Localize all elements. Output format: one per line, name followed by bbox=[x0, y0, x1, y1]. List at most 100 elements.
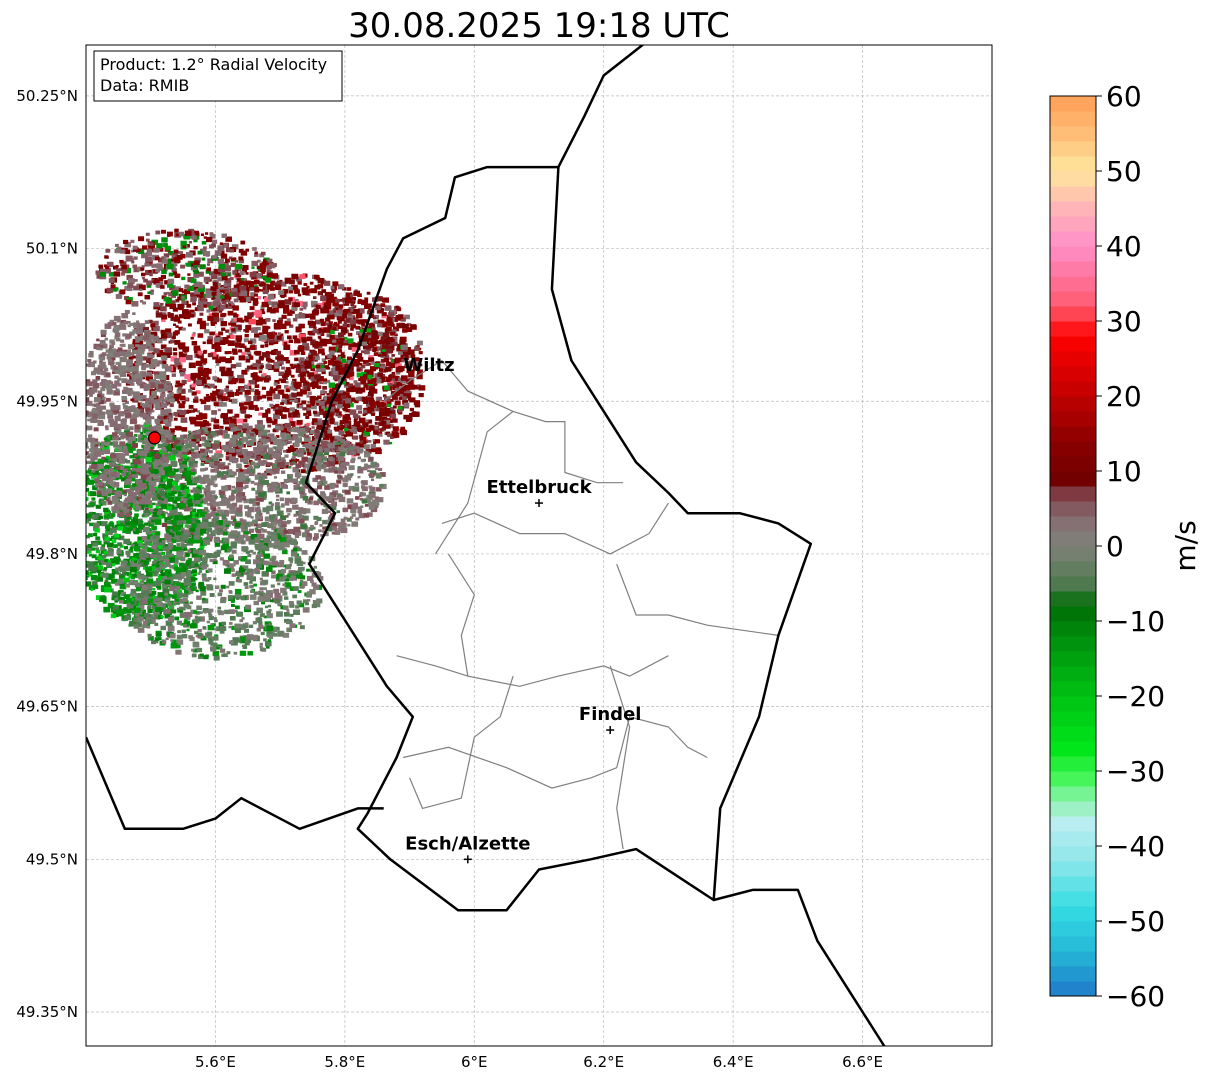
echo-pixel bbox=[249, 306, 255, 311]
echo-pixel bbox=[340, 444, 346, 449]
echo-pixel bbox=[291, 306, 298, 312]
echo-pixel bbox=[179, 590, 183, 594]
echo-pixel bbox=[321, 352, 326, 356]
echo-pixel bbox=[280, 414, 287, 419]
echo-pixel bbox=[307, 391, 312, 395]
echo-pixel bbox=[227, 350, 232, 355]
echo-pixel bbox=[282, 632, 290, 638]
echo-pixel bbox=[199, 448, 206, 453]
echo-pixel bbox=[238, 476, 245, 482]
echo-pixel bbox=[215, 468, 219, 472]
echo-pixel bbox=[82, 571, 85, 574]
echo-pixel bbox=[124, 614, 132, 621]
echo-pixel bbox=[364, 297, 369, 301]
echo-pixel bbox=[122, 571, 127, 576]
echo-pixel bbox=[391, 384, 396, 388]
echo-pixel bbox=[192, 642, 200, 648]
echo-pixel bbox=[100, 549, 107, 554]
echo-pixel bbox=[275, 350, 281, 356]
echo-pixel bbox=[236, 498, 242, 503]
echo-pixel bbox=[272, 420, 278, 425]
echo-pixel bbox=[310, 288, 318, 294]
echo-pixel bbox=[130, 463, 135, 467]
echo-pixel bbox=[331, 390, 336, 394]
echo-pixel bbox=[77, 493, 81, 497]
echo-pixel bbox=[382, 344, 389, 350]
echo-pixel bbox=[231, 471, 237, 476]
echo-pixel bbox=[225, 303, 233, 309]
echo-pixel bbox=[208, 608, 214, 613]
echo-pixel bbox=[229, 437, 237, 444]
echo-pixel bbox=[258, 332, 263, 335]
echo-pixel bbox=[153, 572, 158, 577]
echo-pixel bbox=[132, 516, 136, 520]
echo-pixel bbox=[190, 471, 196, 476]
echo-pixel bbox=[339, 422, 344, 426]
echo-pixel bbox=[181, 400, 186, 405]
echo-pixel bbox=[288, 297, 293, 301]
echo-pixel bbox=[90, 575, 98, 581]
echo-pixel bbox=[317, 278, 325, 284]
echo-pixel bbox=[258, 621, 263, 625]
echo-pixel bbox=[128, 548, 134, 553]
echo-pixel bbox=[116, 487, 123, 493]
echo-pixel bbox=[120, 591, 127, 596]
echo-pixel bbox=[142, 526, 150, 533]
echo-pixel bbox=[253, 446, 259, 452]
echo-pixel bbox=[242, 458, 249, 464]
echo-pixel bbox=[197, 367, 204, 372]
echo-pixel bbox=[189, 463, 195, 469]
echo-pixel bbox=[336, 458, 340, 462]
echo-pixel bbox=[285, 399, 293, 405]
echo-pixel bbox=[281, 314, 287, 319]
echo-pixel bbox=[105, 481, 110, 485]
echo-pixel bbox=[101, 521, 108, 527]
echo-pixel bbox=[180, 543, 187, 549]
echo-pixel bbox=[387, 322, 394, 327]
echo-pixel bbox=[177, 382, 183, 388]
echo-pixel bbox=[270, 469, 276, 475]
echo-pixel bbox=[74, 534, 78, 537]
echo-pixel bbox=[318, 529, 322, 533]
echo-pixel bbox=[362, 421, 369, 428]
echo-pixel bbox=[414, 361, 421, 367]
echo-pixel bbox=[271, 359, 275, 363]
echo-pixel bbox=[350, 460, 355, 464]
echo-pixel bbox=[337, 309, 343, 315]
echo-pixel bbox=[122, 514, 128, 518]
echo-pixel bbox=[212, 306, 220, 312]
echo-pixel bbox=[370, 478, 375, 482]
echo-pixel bbox=[284, 422, 292, 429]
echo-pixel bbox=[280, 504, 285, 508]
echo-pixel bbox=[219, 540, 224, 544]
echo-pixel bbox=[181, 482, 186, 487]
echo-pixel bbox=[299, 357, 305, 362]
echo-pixel bbox=[259, 289, 263, 292]
echo-pixel bbox=[86, 513, 92, 518]
echo-pixel bbox=[333, 346, 338, 351]
echo-pixel bbox=[336, 344, 341, 349]
echo-pixel bbox=[304, 430, 308, 434]
echo-pixel bbox=[336, 479, 342, 484]
echo-pixel bbox=[260, 282, 266, 287]
echo-pixel bbox=[205, 394, 210, 397]
echo-pixel bbox=[176, 552, 184, 558]
echo-pixel bbox=[294, 357, 299, 362]
echo-pixel bbox=[385, 431, 391, 436]
echo-pixel bbox=[377, 402, 385, 408]
echo-pixel bbox=[363, 450, 369, 455]
echo-pixel bbox=[183, 289, 191, 295]
echo-pixel bbox=[260, 473, 266, 478]
echo-pixel bbox=[365, 402, 372, 407]
echo-pixel bbox=[233, 326, 238, 331]
echo-pixel bbox=[402, 349, 408, 354]
echo-pixel bbox=[351, 504, 358, 510]
echo-pixel bbox=[251, 327, 258, 333]
echo-pixel bbox=[169, 539, 174, 543]
echo-pixel bbox=[394, 357, 401, 363]
echo-pixel bbox=[212, 376, 218, 381]
echo-pixel bbox=[215, 389, 221, 394]
echo-pixel bbox=[251, 311, 257, 316]
echo-pixel bbox=[262, 289, 269, 295]
echo-pixel bbox=[131, 527, 136, 532]
